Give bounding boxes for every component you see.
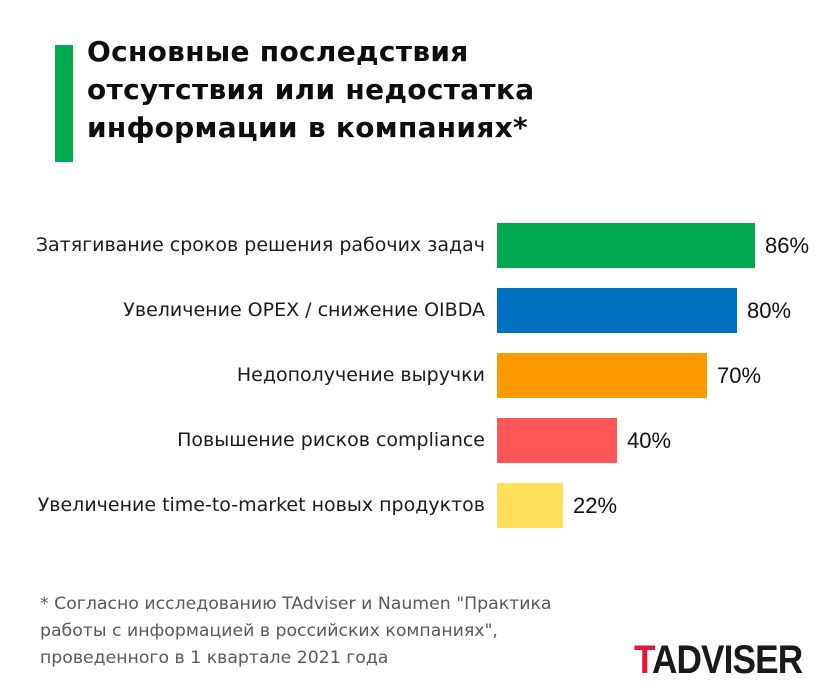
title-accent-bar bbox=[55, 45, 73, 162]
bar-compliance-risks bbox=[497, 418, 617, 463]
bar-value: 70% bbox=[717, 362, 762, 388]
bar-label: Недополучение выручки bbox=[236, 364, 485, 387]
footnote: * Согласно исследованию TAdviser и Naume… bbox=[40, 594, 552, 668]
chart-row: Увеличение time-to-market новых продукто… bbox=[0, 483, 840, 528]
bar-opex-oibda bbox=[497, 288, 737, 333]
bar-label: Затягивание сроков решения рабочих задач bbox=[35, 234, 485, 257]
bar-label: Увеличение time-to-market новых продукто… bbox=[37, 494, 485, 517]
bar-label: Повышение рисков compliance bbox=[177, 429, 485, 452]
bar-value: 86% bbox=[765, 232, 810, 258]
bar-value: 80% bbox=[747, 297, 792, 323]
bar-delayed-tasks bbox=[497, 223, 755, 268]
bar-value: 22% bbox=[573, 492, 618, 518]
bar-value: 40% bbox=[627, 427, 672, 453]
bar-time-to-market bbox=[497, 483, 563, 528]
chart-row: Повышение рисков compliance 40% bbox=[0, 418, 840, 463]
chart-row: Затягивание сроков решения рабочих задач… bbox=[0, 223, 840, 268]
chart-title: Основные последствия отсутствия или недо… bbox=[87, 35, 535, 144]
bar-label: Увеличение OPEX / снижение OIBDA bbox=[123, 299, 485, 322]
chart-row: Увеличение OPEX / снижение OIBDA 80% bbox=[0, 288, 840, 333]
tadviser-logo: TADVISER bbox=[633, 638, 803, 682]
logo-text: ADVISER bbox=[651, 638, 803, 682]
bar-chart: Затягивание сроков решения рабочих задач… bbox=[0, 223, 840, 548]
logo-letter-t: T bbox=[633, 638, 653, 682]
bar-lost-revenue bbox=[497, 353, 707, 398]
chart-row: Недополучение выручки 70% bbox=[0, 353, 840, 398]
